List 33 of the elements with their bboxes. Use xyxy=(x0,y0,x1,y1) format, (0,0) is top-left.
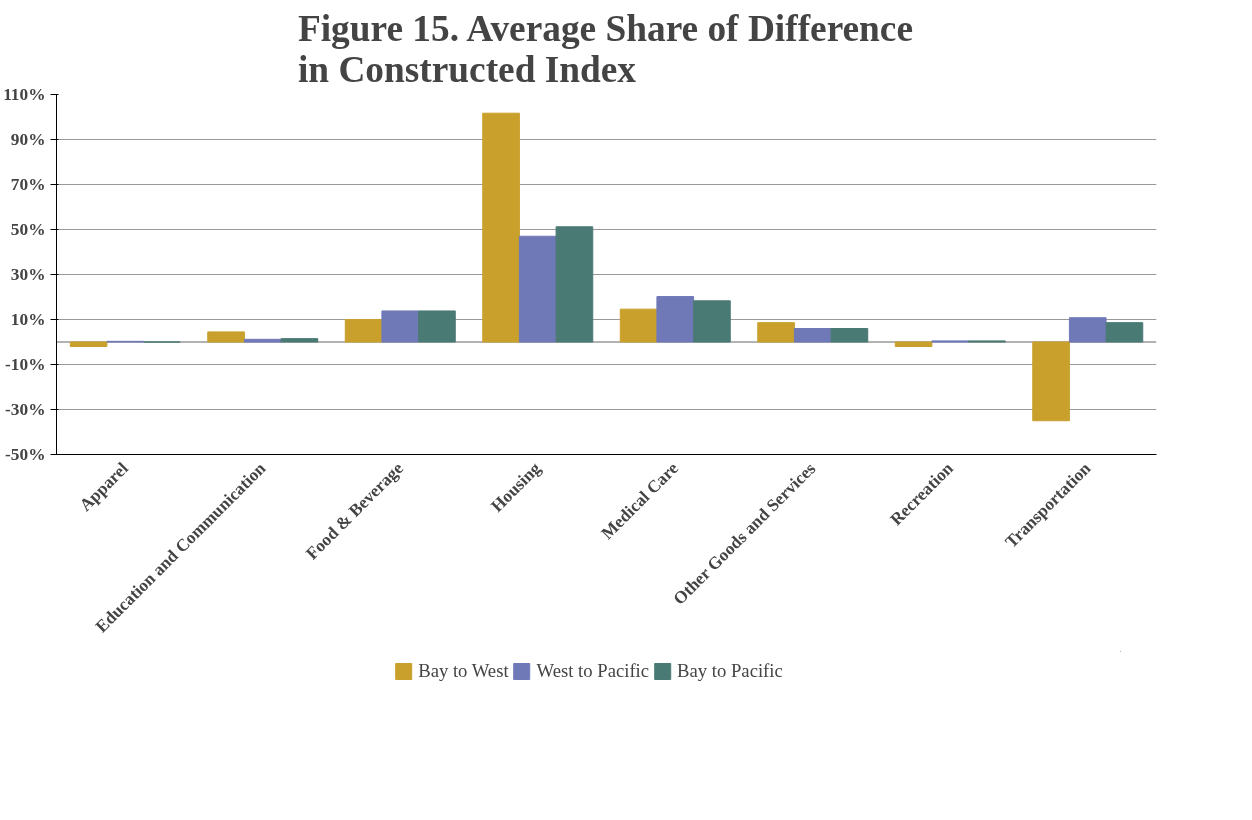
y-tick-label: 110% xyxy=(3,85,46,104)
bar xyxy=(344,319,383,343)
bar xyxy=(656,296,695,343)
y-tick-label: 90% xyxy=(10,130,46,149)
bar xyxy=(693,300,731,343)
bar xyxy=(518,235,557,343)
bar xyxy=(894,341,933,347)
bar xyxy=(757,322,795,343)
legend-label: Bay to West xyxy=(418,660,509,682)
chart-title: Figure 15. Average Share of Difference in Constructed Index xyxy=(297,7,913,90)
bar xyxy=(69,341,108,347)
legend-label: West to Pacific xyxy=(536,660,650,682)
y-tick-label: 10% xyxy=(10,310,46,329)
bar xyxy=(482,112,520,343)
bar xyxy=(793,328,832,343)
y-tick-label: -50% xyxy=(5,445,46,464)
bar xyxy=(1068,317,1107,343)
bar xyxy=(1105,322,1144,343)
legend-label: Bay to Pacific xyxy=(677,660,783,682)
bar xyxy=(418,310,456,343)
bar xyxy=(207,331,245,343)
y-tick-label: 70% xyxy=(10,175,46,194)
bar xyxy=(1032,341,1070,422)
y-tick-label: 30% xyxy=(10,265,46,284)
y-tick-label: 50% xyxy=(10,220,46,239)
y-tick-label: -30% xyxy=(5,400,46,419)
bar xyxy=(830,328,869,343)
bar xyxy=(381,310,420,343)
bar xyxy=(280,338,319,343)
y-tick-label: -10% xyxy=(5,355,46,374)
bar xyxy=(619,308,658,343)
bar xyxy=(555,226,594,343)
bar xyxy=(243,338,282,343)
